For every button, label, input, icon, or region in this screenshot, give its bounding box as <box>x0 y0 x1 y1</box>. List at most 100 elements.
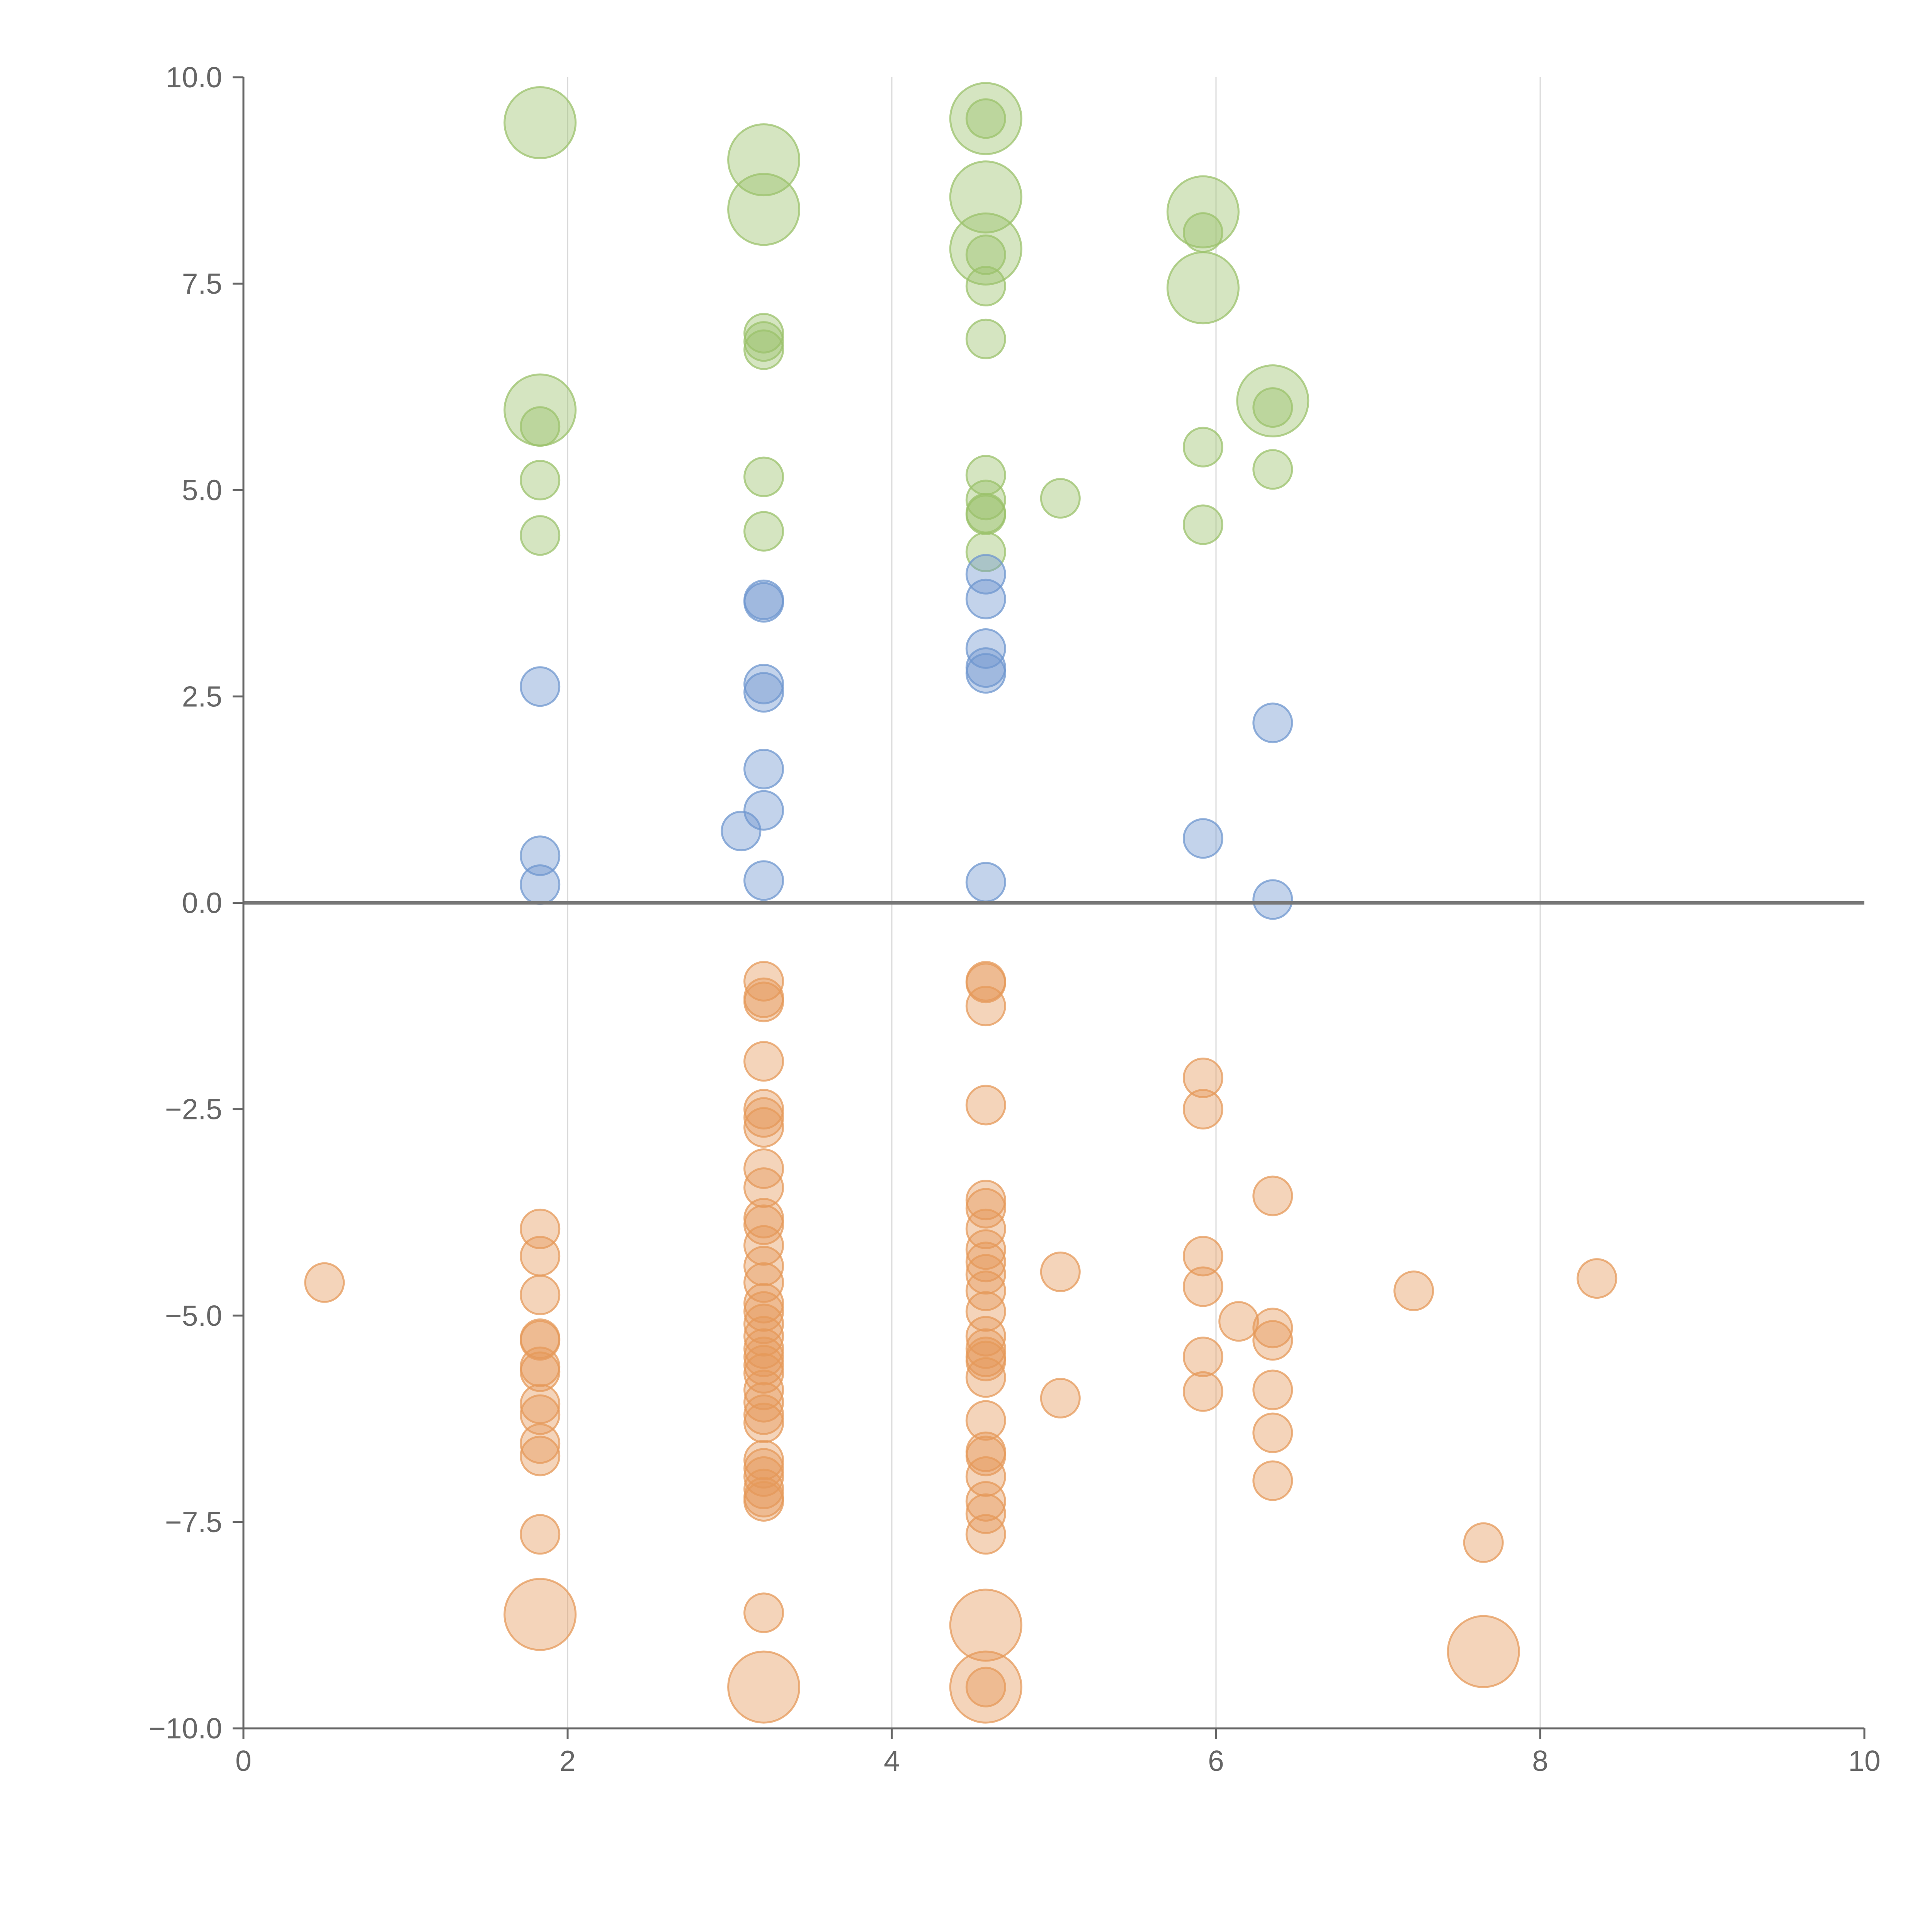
bubble-orange[interactable] <box>743 1204 784 1245</box>
bubble-green[interactable] <box>727 173 801 246</box>
bubble-green[interactable] <box>965 234 1006 275</box>
bubble-orange[interactable] <box>1252 1308 1293 1349</box>
bubble-orange[interactable] <box>743 1481 784 1522</box>
bubble-orange[interactable] <box>965 1316 1006 1357</box>
bubble-orange[interactable] <box>965 1493 1006 1534</box>
bubble-orange[interactable] <box>520 1274 561 1315</box>
bubble-orange[interactable] <box>965 1481 1006 1522</box>
bubble-orange[interactable] <box>965 1208 1006 1249</box>
bubble-green[interactable] <box>965 531 1006 572</box>
bubble-orange[interactable] <box>965 1435 1006 1476</box>
bubble-orange[interactable] <box>1252 1369 1293 1410</box>
bubble-orange[interactable] <box>1182 1236 1223 1277</box>
bubble-green[interactable] <box>520 406 561 447</box>
bubble-green[interactable] <box>1166 175 1240 248</box>
bubble-green[interactable] <box>949 160 1022 234</box>
bubble-orange[interactable] <box>743 1456 784 1497</box>
bubble-blue[interactable] <box>721 811 762 852</box>
bubble-orange[interactable] <box>1182 1371 1223 1412</box>
bubble-orange[interactable] <box>743 1089 784 1130</box>
bubble-orange[interactable] <box>1252 1412 1293 1453</box>
bubble-orange[interactable] <box>520 1394 561 1435</box>
bubble-orange[interactable] <box>743 1592 784 1633</box>
bubble-green[interactable] <box>1236 364 1310 438</box>
bubble-green[interactable] <box>965 480 1006 520</box>
bubble-orange[interactable] <box>743 961 784 1002</box>
bubble-orange[interactable] <box>520 1383 561 1424</box>
bubble-orange[interactable] <box>743 1328 784 1369</box>
bubble-orange[interactable] <box>727 1650 801 1724</box>
bubble-orange[interactable] <box>965 1328 1006 1369</box>
bubble-green[interactable] <box>1182 504 1223 545</box>
bubble-orange[interactable] <box>965 1514 1006 1555</box>
bubble-orange[interactable] <box>520 1435 561 1476</box>
bubble-orange[interactable] <box>965 986 1006 1027</box>
bubble-orange[interactable] <box>743 1107 784 1148</box>
bubble-orange[interactable] <box>743 1369 784 1410</box>
bubble-orange[interactable] <box>965 963 1006 1003</box>
bubble-orange[interactable] <box>1252 1320 1293 1361</box>
bubble-orange[interactable] <box>965 1667 1006 1708</box>
bubble-orange[interactable] <box>743 1402 784 1443</box>
bubble-green[interactable] <box>743 313 784 354</box>
bubble-blue[interactable] <box>1182 818 1223 859</box>
bubble-blue[interactable] <box>965 653 1006 694</box>
bubble-green[interactable] <box>503 86 577 160</box>
bubble-orange[interactable] <box>743 1041 784 1082</box>
bubble-orange[interactable] <box>1393 1270 1434 1311</box>
bubble-green[interactable] <box>949 82 1022 155</box>
bubble-blue[interactable] <box>965 554 1006 595</box>
bubble-blue[interactable] <box>965 578 1006 619</box>
bubble-orange[interactable] <box>1182 1089 1223 1130</box>
bubble-green[interactable] <box>949 212 1022 286</box>
bubble-orange[interactable] <box>1040 1378 1081 1418</box>
bubble-orange[interactable] <box>743 1468 784 1509</box>
bubble-orange[interactable] <box>520 1423 561 1464</box>
bubble-green[interactable] <box>965 318 1006 359</box>
bubble-orange[interactable] <box>743 1167 784 1208</box>
bubble-orange[interactable] <box>743 1303 784 1344</box>
bubble-blue[interactable] <box>1252 879 1293 920</box>
bubble-blue[interactable] <box>520 864 561 905</box>
bubble-orange[interactable] <box>743 981 784 1022</box>
bubble-green[interactable] <box>965 494 1006 535</box>
bubble-green[interactable] <box>743 321 784 362</box>
bubble-green[interactable] <box>743 456 784 497</box>
bubble-orange[interactable] <box>1252 1175 1293 1216</box>
bubble-blue[interactable] <box>1252 702 1293 743</box>
bubble-blue[interactable] <box>743 663 784 704</box>
bubble-orange[interactable] <box>1182 1337 1223 1378</box>
bubble-orange[interactable] <box>965 1242 1006 1282</box>
bubble-green[interactable] <box>520 515 561 556</box>
bubble-orange[interactable] <box>743 1262 784 1303</box>
bubble-orange[interactable] <box>520 1514 561 1555</box>
bubble-orange[interactable] <box>520 1236 561 1277</box>
bubble-orange[interactable] <box>965 1229 1006 1270</box>
bubble-blue[interactable] <box>965 862 1006 903</box>
bubble-green[interactable] <box>1182 212 1223 253</box>
bubble-orange[interactable] <box>743 1382 784 1423</box>
bubble-orange[interactable] <box>1182 1057 1223 1098</box>
bubble-green[interactable] <box>743 329 784 370</box>
bubble-green[interactable] <box>1040 478 1081 519</box>
bubble-orange[interactable] <box>520 1351 561 1392</box>
bubble-orange[interactable] <box>743 1440 784 1481</box>
bubble-green[interactable] <box>743 511 784 552</box>
bubble-blue[interactable] <box>743 748 784 789</box>
bubble-orange[interactable] <box>965 1340 1006 1381</box>
bubble-orange[interactable] <box>965 1357 1006 1398</box>
bubble-green[interactable] <box>1166 251 1240 325</box>
bubble-orange[interactable] <box>743 1345 784 1386</box>
bubble-green[interactable] <box>965 266 1006 307</box>
bubble-blue[interactable] <box>743 672 784 713</box>
bubble-orange[interactable] <box>743 1337 784 1378</box>
bubble-orange[interactable] <box>965 1085 1006 1126</box>
bubble-orange[interactable] <box>965 1188 1006 1229</box>
bubble-orange[interactable] <box>1252 1460 1293 1501</box>
bubble-orange[interactable] <box>949 1650 1022 1724</box>
bubble-orange[interactable] <box>743 1316 784 1357</box>
bubble-orange[interactable] <box>743 1283 784 1324</box>
bubble-orange[interactable] <box>1218 1301 1259 1342</box>
bubble-blue[interactable] <box>743 860 784 901</box>
bubble-orange[interactable] <box>743 1246 784 1287</box>
